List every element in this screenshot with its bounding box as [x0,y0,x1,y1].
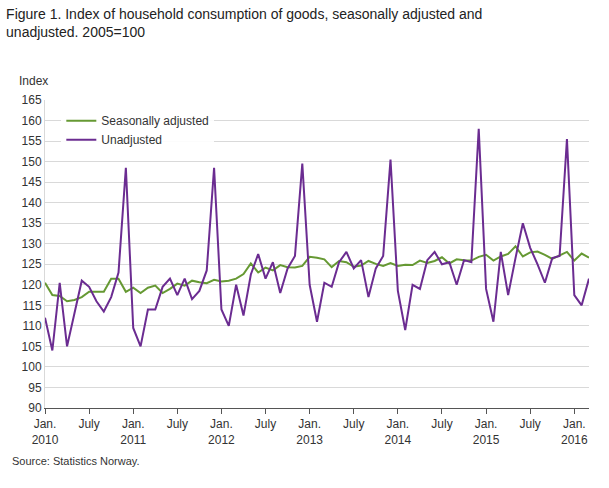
svg-text:Jan.2014: Jan.2014 [385,417,412,447]
svg-text:140: 140 [22,196,42,210]
svg-text:115: 115 [22,299,41,313]
svg-text:July: July [431,417,452,431]
svg-text:130: 130 [22,237,42,251]
svg-text:July: July [78,417,99,431]
svg-text:Jan.2015: Jan.2015 [473,417,500,447]
svg-text:Jan.2016: Jan.2016 [561,417,588,447]
svg-text:110: 110 [22,319,41,333]
svg-text:95: 95 [28,381,42,395]
svg-text:July: July [255,417,276,431]
svg-text:90: 90 [28,401,42,415]
svg-text:Jan.2013: Jan.2013 [296,417,323,447]
svg-text:Figure 1. Index of household c: Figure 1. Index of household consumption… [6,6,482,40]
svg-text:165: 165 [22,93,42,107]
svg-text:Unadjusted: Unadjusted [101,133,162,147]
svg-text:Seasonally adjusted: Seasonally adjusted [101,114,208,128]
svg-text:145: 145 [22,175,42,189]
svg-text:July: July [520,417,541,431]
svg-text:135: 135 [22,216,42,230]
svg-text:160: 160 [22,114,42,128]
svg-text:120: 120 [22,278,42,292]
svg-text:125: 125 [22,257,42,271]
svg-text:July: July [343,417,364,431]
svg-text:Index: Index [19,74,48,88]
svg-text:155: 155 [22,134,42,148]
svg-text:Jan.2010: Jan.2010 [32,417,59,447]
svg-text:Jan.2012: Jan.2012 [208,417,235,447]
svg-text:105: 105 [22,340,42,354]
svg-text:Source: Statistics Norway.: Source: Statistics Norway. [12,455,140,467]
svg-text:100: 100 [22,360,42,374]
svg-text:Jan.2011: Jan.2011 [120,417,146,447]
svg-text:July: July [167,417,188,431]
svg-text:150: 150 [22,155,42,169]
